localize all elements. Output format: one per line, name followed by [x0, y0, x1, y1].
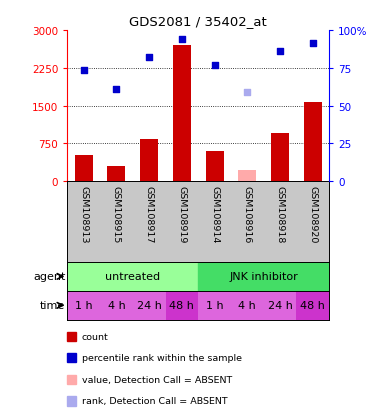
Bar — [107, 166, 126, 182]
Point — [113, 87, 119, 94]
Text: 4 h: 4 h — [238, 301, 256, 311]
Bar — [264, 291, 296, 320]
Point — [146, 55, 152, 62]
Point — [212, 63, 218, 69]
Point — [277, 48, 283, 55]
Text: GSM108920: GSM108920 — [308, 186, 317, 243]
Bar — [67, 291, 100, 320]
Bar — [304, 103, 322, 182]
Text: time: time — [40, 301, 65, 311]
Bar — [296, 291, 329, 320]
Text: 4 h: 4 h — [107, 301, 126, 311]
Text: GSM108913: GSM108913 — [79, 186, 88, 243]
Point — [179, 37, 185, 43]
Bar — [231, 291, 264, 320]
Text: 48 h: 48 h — [300, 301, 325, 311]
Bar — [238, 171, 256, 182]
Text: 1 h: 1 h — [75, 301, 92, 311]
Text: GSM108914: GSM108914 — [210, 186, 219, 243]
Bar — [140, 140, 158, 182]
Text: value, Detection Call = ABSENT: value, Detection Call = ABSENT — [82, 375, 232, 384]
Text: agent: agent — [33, 272, 65, 282]
Text: GSM108919: GSM108919 — [177, 186, 186, 243]
Point — [310, 40, 316, 47]
Text: GSM108915: GSM108915 — [112, 186, 121, 243]
Text: 24 h: 24 h — [137, 301, 162, 311]
Bar — [133, 291, 166, 320]
Text: 48 h: 48 h — [169, 301, 194, 311]
Text: GSM108918: GSM108918 — [276, 186, 285, 243]
Text: 24 h: 24 h — [268, 301, 293, 311]
Bar — [67, 262, 198, 291]
Title: GDS2081 / 35402_at: GDS2081 / 35402_at — [129, 15, 267, 28]
Text: GSM108916: GSM108916 — [243, 186, 252, 243]
Text: 1 h: 1 h — [206, 301, 223, 311]
Text: count: count — [82, 332, 108, 341]
Bar — [100, 291, 133, 320]
Text: percentile rank within the sample: percentile rank within the sample — [82, 354, 242, 363]
Point — [81, 68, 87, 74]
Bar — [198, 291, 231, 320]
Bar — [271, 134, 289, 182]
Bar — [198, 262, 329, 291]
Bar — [75, 156, 93, 182]
Text: rank, Detection Call = ABSENT: rank, Detection Call = ABSENT — [82, 396, 227, 406]
Point — [244, 89, 251, 95]
Text: GSM108917: GSM108917 — [145, 186, 154, 243]
Bar — [173, 46, 191, 182]
Text: JNK inhibitor: JNK inhibitor — [229, 272, 298, 282]
Bar — [166, 291, 198, 320]
Text: untreated: untreated — [105, 272, 161, 282]
Bar — [206, 152, 224, 182]
